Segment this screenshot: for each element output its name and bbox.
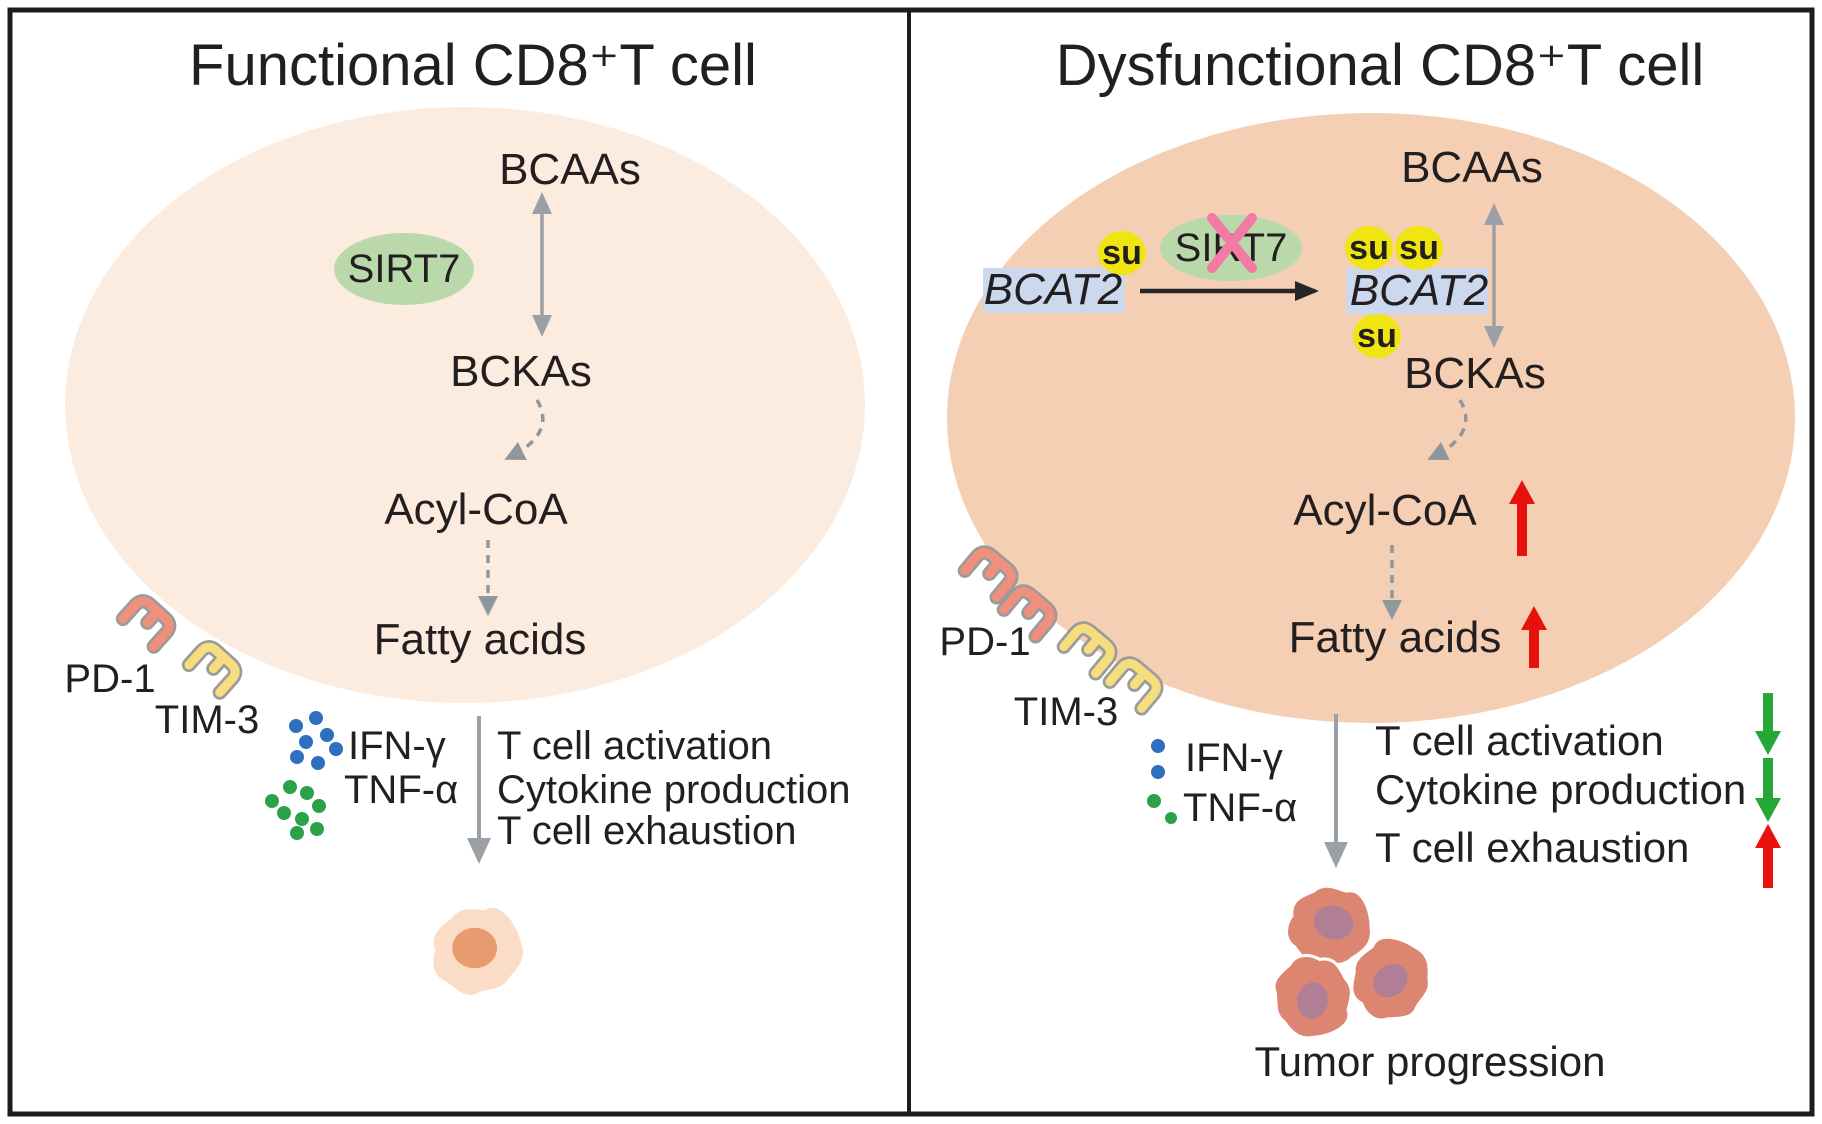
tim3-label-right: TIM-3 (1013, 690, 1119, 734)
bcaas-label-left: BCAAs (499, 145, 641, 194)
sirt7-label-right: SIRT7 (1174, 226, 1288, 270)
right-panel-title: Dysfunctional CD8⁺T cell (1055, 33, 1705, 98)
su-badge-label: su (1102, 234, 1142, 272)
tcell-icon (433, 907, 523, 995)
bcka-acylcoa-dashed-arrow-left (504, 399, 545, 460)
outcome-activation-right: T cell activation (1375, 717, 1664, 764)
su-badge-label: su (1349, 229, 1389, 267)
bcat2-highlight-left (983, 268, 1125, 313)
sirt7-label-left: SIRT7 (347, 247, 461, 291)
outcome-activation-left: T cell activation (497, 724, 772, 768)
decrease-arrow-activation (1755, 693, 1781, 755)
increase-arrow-acylcoa (1509, 480, 1535, 556)
outcome-cytokine-left: Cytokine production (497, 768, 851, 812)
acylcoa-label-left: Acyl-CoA (384, 485, 568, 534)
left-panel-title: Functional CD8⁺T cell (189, 33, 757, 98)
acylcoa-label-right: Acyl-CoA (1293, 486, 1477, 535)
sirt7-ellipse-left (334, 233, 474, 305)
ifng-dots-right (1151, 739, 1165, 779)
tnfa-dots-left (265, 780, 326, 840)
tim3-receptor-icon (189, 643, 239, 692)
increase-arrow-fattyacids (1521, 606, 1547, 668)
ifng-dots-left (289, 711, 343, 770)
pd1-label-right: PD-1 (939, 620, 1031, 664)
bcaa-bcka-double-arrow-right (1484, 203, 1504, 348)
increase-arrow-exhaustion (1755, 824, 1781, 888)
ifng-label-left: IFN-γ (348, 724, 446, 768)
outcome-exhaustion-right: T cell exhaustion (1375, 824, 1690, 871)
ifng-label-right: IFN-γ (1185, 736, 1283, 780)
tim3-label-left: TIM-3 (154, 698, 260, 742)
bcka-acylcoa-dashed-arrow-right (1427, 399, 1468, 460)
tumor-progression-label: Tumor progression (1254, 1038, 1606, 1085)
tnfa-dots-right (1147, 794, 1177, 824)
fattyacids-label-right: Fatty acids (1288, 613, 1502, 662)
decrease-arrow-cytokine (1755, 758, 1781, 822)
bckas-label-left: BCKAs (450, 347, 592, 396)
sumo-badges (1098, 226, 1443, 358)
su-badge-label: su (1357, 317, 1397, 355)
bcat2-label-unmodified: BCAT2 (983, 265, 1123, 314)
su-badge-label: su (1399, 229, 1439, 267)
outcome-exhaustion-left: T cell exhaustion (497, 809, 797, 853)
bcaas-label-right: BCAAs (1401, 143, 1543, 192)
bckas-label-right: BCKAs (1404, 349, 1546, 398)
bcat2-label-sumoylated: BCAT2 (1349, 266, 1489, 315)
fattyacids-label-left: Fatty acids (373, 615, 587, 664)
bcat2-highlight-right (1346, 268, 1488, 314)
tnfa-label-right: TNF-α (1183, 786, 1298, 830)
functional-tcell-body (65, 107, 865, 703)
dysfunctional-tcell-body (947, 113, 1795, 723)
tumor-cells-icon (1264, 875, 1451, 1047)
bcaa-bcka-double-arrow-left (532, 192, 552, 337)
tnfa-label-left: TNF-α (344, 768, 459, 812)
pd1-receptor-icon (123, 597, 173, 646)
outcome-cytokine-right: Cytokine production (1375, 766, 1747, 813)
pd1-label-left: PD-1 (64, 657, 156, 701)
